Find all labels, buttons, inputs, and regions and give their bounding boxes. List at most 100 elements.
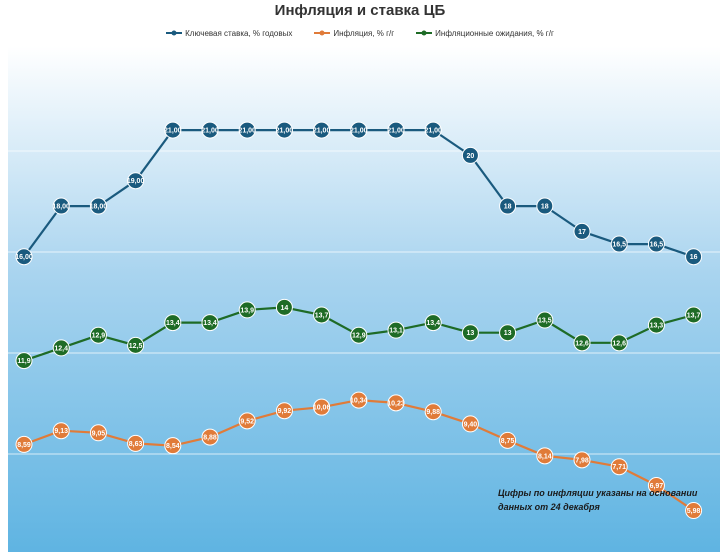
data-point-key-rate bbox=[201, 121, 219, 139]
data-label-inflation: 9,92 bbox=[278, 408, 292, 415]
data-point-inflation bbox=[52, 422, 70, 440]
data-point-key-rate bbox=[238, 121, 256, 139]
data-label-key-rate: 20 bbox=[467, 153, 475, 160]
data-label-inflation: 8,54 bbox=[166, 443, 180, 450]
data-point-inflation bbox=[275, 402, 293, 420]
data-point-key-rate bbox=[610, 235, 628, 253]
data-label-inflation: 8,14 bbox=[538, 453, 552, 460]
data-label-inflation: 8,59 bbox=[17, 442, 31, 449]
data-point-expectations bbox=[350, 326, 368, 344]
data-point-inflation bbox=[127, 434, 145, 452]
data-point-expectations bbox=[201, 314, 219, 332]
data-label-expectations: 14 bbox=[281, 305, 289, 312]
data-label-inflation: 5,98 bbox=[687, 508, 701, 515]
data-label-key-rate: 19,00 bbox=[127, 178, 145, 185]
data-label-expectations: 13,5 bbox=[538, 318, 552, 325]
data-label-expectations: 13,7 bbox=[315, 312, 329, 319]
data-label-key-rate: 18,00 bbox=[52, 204, 70, 211]
legend-item-key-rate: Ключевая ставка, % годовых bbox=[166, 26, 292, 40]
data-label-expectations: 13 bbox=[467, 330, 475, 337]
data-point-key-rate bbox=[461, 146, 479, 164]
data-point-inflation bbox=[536, 447, 554, 465]
data-point-inflation bbox=[685, 502, 703, 520]
data-point-expectations bbox=[164, 314, 182, 332]
data-label-expectations: 13,4 bbox=[203, 320, 217, 327]
data-point-inflation bbox=[313, 398, 331, 416]
series-expectations: 11,9 12,4 12,9 12,5 13,4 13,4 13,9 14 13,7 12,9 13… bbox=[15, 298, 703, 370]
data-point-expectations bbox=[15, 352, 33, 370]
data-point-inflation bbox=[387, 394, 405, 412]
data-point-key-rate bbox=[536, 197, 554, 215]
data-label-inflation: 10,34 bbox=[350, 398, 368, 405]
data-point-key-rate bbox=[350, 121, 368, 139]
data-label-expectations: 13,7 bbox=[687, 312, 701, 319]
data-label-expectations: 11,9 bbox=[17, 358, 30, 365]
data-label-key-rate: 17 bbox=[578, 229, 586, 236]
data-label-key-rate: 21,00 bbox=[201, 128, 219, 135]
data-label-key-rate: 21,00 bbox=[350, 128, 368, 135]
data-point-expectations bbox=[89, 326, 107, 344]
data-point-key-rate bbox=[52, 197, 70, 215]
data-label-key-rate: 21,00 bbox=[387, 128, 405, 135]
series-layer: 16,00 18,00 18,00 19,00 21,00 21,00 21,00 21,00… bbox=[15, 121, 703, 520]
data-point-expectations bbox=[387, 321, 405, 339]
data-label-expectations: 12,4 bbox=[54, 345, 68, 352]
data-point-key-rate bbox=[15, 248, 33, 266]
data-point-expectations bbox=[238, 301, 256, 319]
data-point-key-rate bbox=[164, 121, 182, 139]
data-label-key-rate: 21,00 bbox=[313, 128, 331, 135]
data-point-inflation bbox=[461, 415, 479, 433]
data-point-inflation bbox=[573, 451, 591, 469]
data-point-inflation bbox=[610, 458, 628, 476]
data-point-key-rate bbox=[387, 121, 405, 139]
legend-swatch-expectations-icon bbox=[416, 30, 433, 36]
legend-item-expectations: Инфляционные ожидания, % г/г bbox=[416, 26, 554, 40]
data-label-expectations: 12,5 bbox=[129, 343, 143, 350]
data-label-expectations: 12,9 bbox=[92, 333, 106, 340]
data-label-inflation: 9,13 bbox=[54, 428, 68, 435]
legend-label-inflation: Инфляция, % г/г bbox=[333, 28, 395, 38]
data-label-expectations: 13,3 bbox=[650, 323, 664, 330]
data-label-inflation: 10,06 bbox=[313, 405, 331, 412]
gridlines bbox=[8, 150, 720, 455]
chart-note: Цифры по инфляции указаны на основании д… bbox=[498, 488, 698, 512]
data-point-key-rate bbox=[685, 248, 703, 266]
data-label-inflation: 9,05 bbox=[92, 430, 106, 437]
data-label-expectations: 12,6 bbox=[575, 340, 589, 347]
data-point-expectations bbox=[573, 334, 591, 352]
data-label-key-rate: 16 bbox=[690, 254, 698, 261]
data-label-expectations: 13,1 bbox=[389, 328, 403, 335]
data-point-inflation bbox=[424, 403, 442, 421]
data-point-inflation bbox=[647, 476, 665, 494]
data-label-expectations: 12,6 bbox=[612, 340, 626, 347]
data-point-inflation bbox=[238, 412, 256, 430]
data-label-key-rate: 18,00 bbox=[90, 204, 108, 211]
data-point-expectations bbox=[647, 316, 665, 334]
data-label-inflation: 7,98 bbox=[575, 457, 589, 464]
data-point-inflation bbox=[350, 391, 368, 409]
data-label-inflation: 8,63 bbox=[129, 441, 143, 448]
data-label-inflation: 6,97 bbox=[650, 483, 664, 490]
data-point-expectations bbox=[685, 306, 703, 324]
data-point-key-rate bbox=[573, 222, 591, 240]
data-point-expectations bbox=[275, 298, 293, 316]
data-point-expectations bbox=[127, 336, 145, 354]
legend-swatch-inflation-icon bbox=[314, 30, 331, 36]
series-inflation: 8,59 9,13 9,05 8,63 8,54 8,88 9,52 9,92 10,06 10,… bbox=[15, 391, 703, 520]
data-point-inflation bbox=[499, 431, 517, 449]
data-point-key-rate bbox=[127, 172, 145, 190]
legend-item-inflation: Инфляция, % г/г bbox=[314, 26, 394, 40]
data-point-key-rate bbox=[424, 121, 442, 139]
data-point-expectations bbox=[424, 314, 442, 332]
data-point-key-rate bbox=[499, 197, 517, 215]
legend-label-expectations: Инфляционные ожидания, % г/г bbox=[435, 28, 554, 38]
data-label-inflation: 7,71 bbox=[612, 464, 626, 471]
data-point-expectations bbox=[610, 334, 628, 352]
data-label-expectations: 13 bbox=[504, 330, 512, 337]
data-point-key-rate bbox=[89, 197, 107, 215]
legend-label-key-rate: Ключевая ставка, % годовых bbox=[185, 28, 293, 38]
data-point-expectations bbox=[499, 324, 517, 342]
data-label-key-rate: 18 bbox=[504, 204, 512, 211]
data-label-expectations: 13,9 bbox=[240, 307, 254, 314]
